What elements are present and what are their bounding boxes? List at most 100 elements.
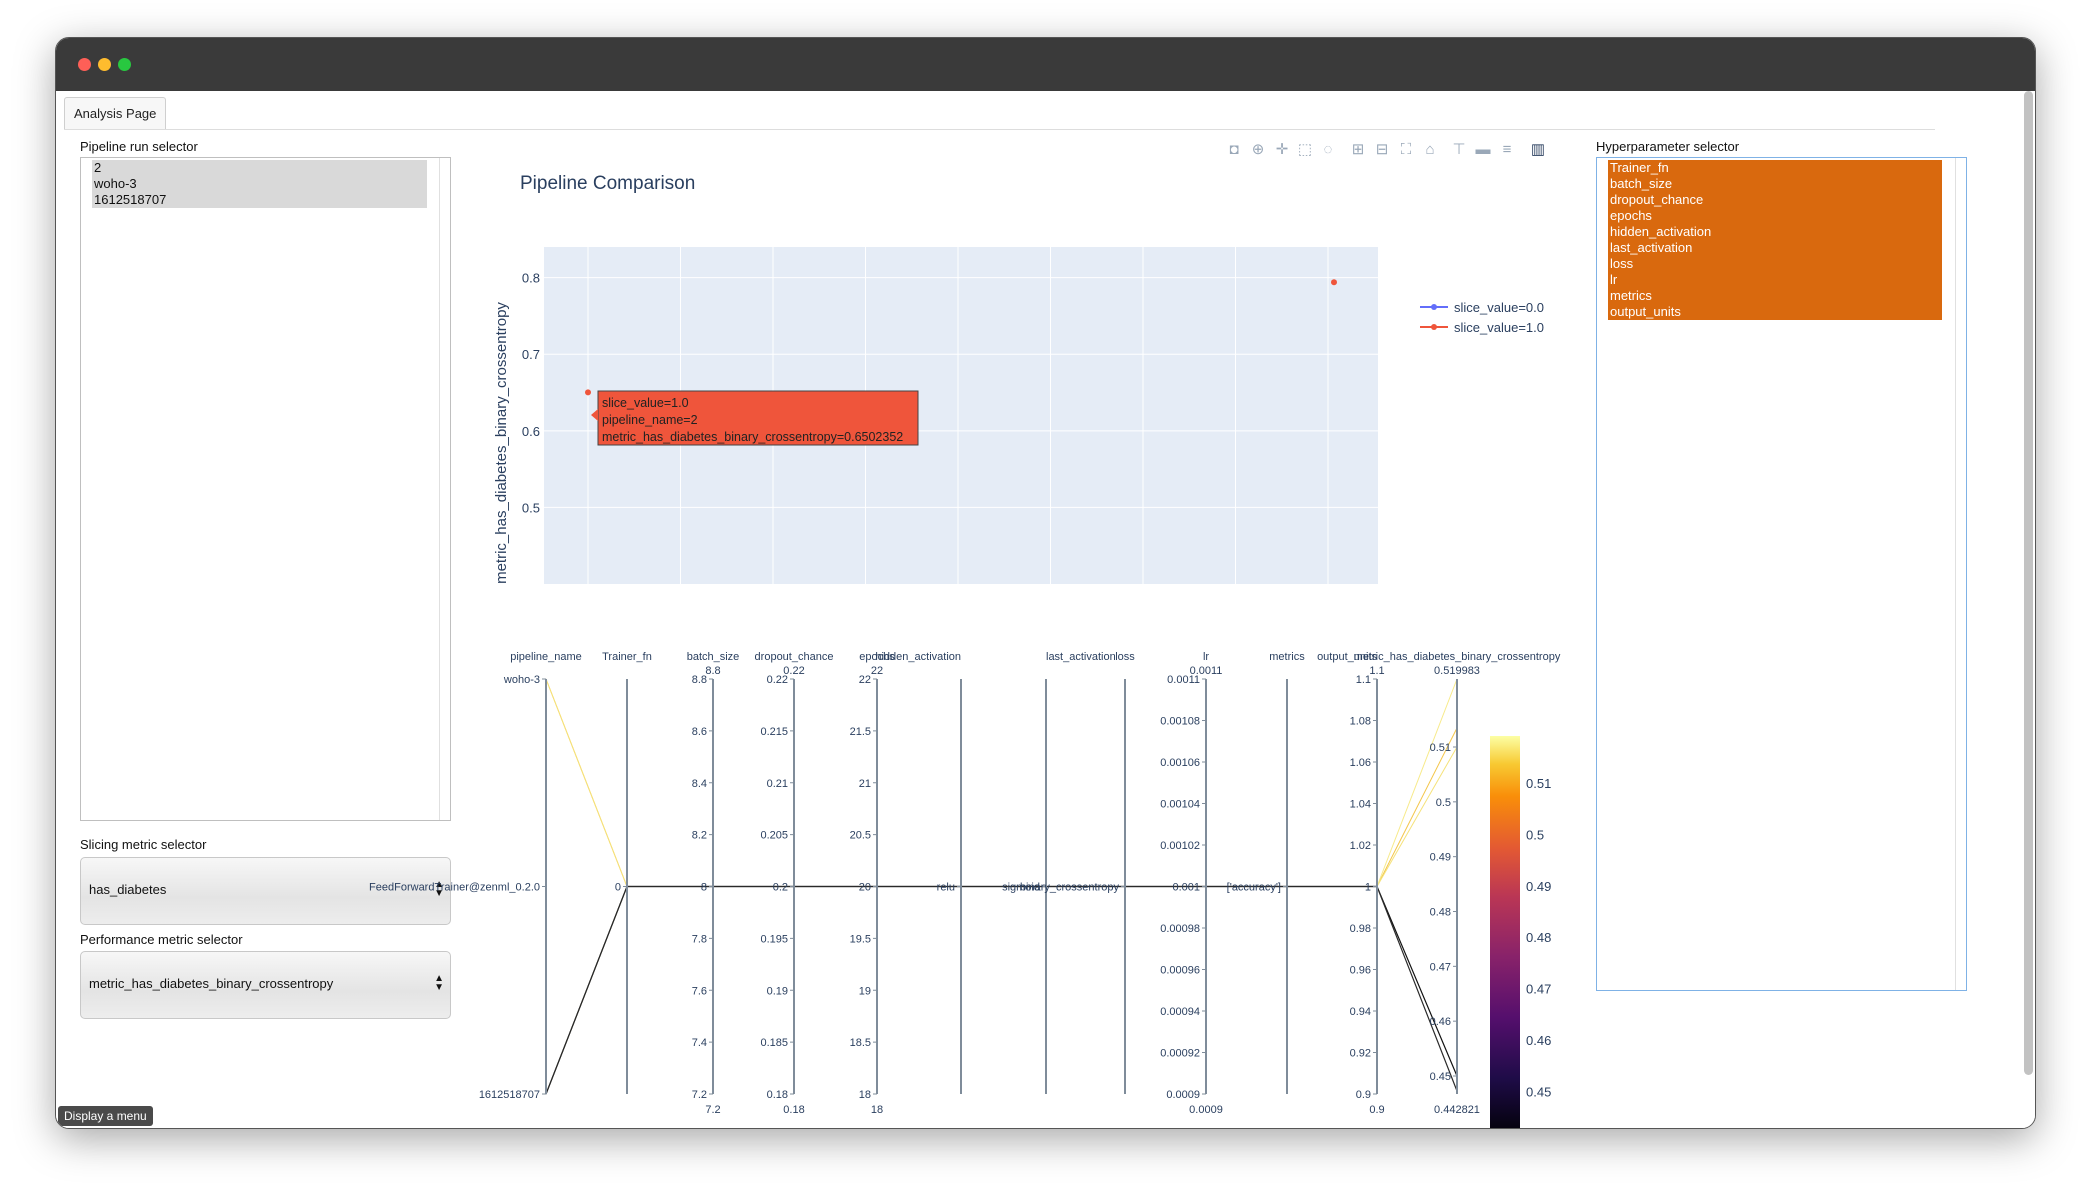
hyper-option[interactable]: epochs	[1610, 208, 1652, 223]
axis-tick-label: 0.48	[1430, 907, 1451, 919]
zoom-window-icon[interactable]	[118, 58, 131, 71]
scatter-points[interactable]	[585, 279, 1337, 396]
axis-tick-label: 19	[859, 985, 871, 997]
hyper-option[interactable]: loss	[1610, 256, 1634, 271]
dimension-title[interactable]: metrics	[1269, 651, 1305, 663]
hyper-list[interactable]: Trainer_fn batch_size dropout_chance epo…	[1596, 157, 1967, 991]
dimension-title[interactable]: pipeline_name	[510, 651, 582, 663]
axis-tick-label: 0.001	[1172, 882, 1200, 894]
axis-tick-label: 0.0009	[1166, 1089, 1200, 1101]
hover-compare-icon[interactable]: ≡	[1503, 141, 1512, 158]
colorbar	[1490, 736, 1520, 1128]
dimension-title[interactable]: batch_size	[687, 651, 740, 663]
axis-tick-label: 7.8	[692, 933, 707, 945]
axis-tick-label: 20.5	[850, 830, 871, 842]
axis-tick-label: 0.21	[767, 778, 788, 790]
hyper-option[interactable]: hidden_activation	[1610, 224, 1712, 239]
spike-lines-icon[interactable]: ⊤	[1452, 141, 1465, 158]
hyper-option[interactable]: output_units	[1610, 304, 1681, 319]
dimension-title[interactable]: hidden_activation	[875, 651, 961, 663]
box-select-icon[interactable]: ⬚	[1298, 141, 1312, 158]
colorbar-tick-label: 0.46	[1526, 1033, 1551, 1048]
axis-tick-label: 0.205	[760, 830, 788, 842]
performance-value: metric_has_diabetes_binary_crossentropy	[89, 976, 334, 991]
chart-title: Pipeline Comparison	[520, 173, 695, 194]
run-option[interactable]: woho-3	[94, 176, 137, 191]
y-tick-label: 0.7	[522, 347, 540, 362]
hyper-option[interactable]: last_activation	[1610, 240, 1693, 255]
axis-tick-label: 8.6	[692, 726, 707, 738]
scatter-point[interactable]	[585, 389, 591, 396]
axis-tick-label: 0	[615, 882, 621, 894]
hover-closest-icon[interactable]: ▬	[1476, 141, 1491, 158]
axis-tick-label: 1.08	[1350, 716, 1371, 728]
zoom-in-icon[interactable]: ⊞	[1352, 141, 1365, 158]
list-scroll-track[interactable]	[1955, 158, 1966, 990]
axis-tick-label: 0.18	[767, 1089, 788, 1101]
run-option[interactable]: 2	[94, 160, 102, 175]
page-scrollbar[interactable]	[2024, 91, 2033, 1075]
dimension-title[interactable]: dropout_chance	[755, 651, 834, 663]
display-menu-tip[interactable]: Display a menu	[58, 1106, 153, 1126]
axis-tick-label: 8.4	[692, 778, 707, 790]
axis-tick-label: 0.98	[1350, 923, 1371, 935]
parallel-coordinates-plot[interactable]: pipeline_name woho-3 FeedForwardTrainer@ze…	[369, 651, 1561, 1116]
hyper-option[interactable]: metrics	[1610, 288, 1652, 303]
reset-axes-icon[interactable]: ⌂	[1425, 141, 1434, 158]
minimize-window-icon[interactable]	[98, 58, 111, 71]
slicing-label: Slicing metric selector	[80, 837, 207, 852]
axis-tick-label: 0.00096	[1160, 965, 1200, 977]
dimension-title[interactable]: Trainer_fn	[602, 651, 652, 663]
dimension-title[interactable]: last_activation	[1046, 651, 1116, 663]
scatter-point[interactable]	[1331, 279, 1337, 286]
dimension-title[interactable]: output_units	[1317, 651, 1377, 663]
close-window-icon[interactable]	[78, 58, 91, 71]
axis-tick-label: 0.45	[1430, 1071, 1451, 1083]
axis-min-label: 18	[871, 1104, 883, 1116]
tooltip-line: metric_has_diabetes_binary_crossentropy=…	[602, 430, 903, 444]
page-content: Analysis Page Pipeline run selector 2 wo…	[56, 91, 2035, 1128]
axis-tick-label: 0.92	[1350, 1048, 1371, 1060]
dimension-title[interactable]: epochs	[859, 651, 895, 663]
axis-tick-label: 0.00108	[1160, 716, 1200, 728]
pan-icon[interactable]: ✛	[1276, 141, 1289, 158]
run-selector-list[interactable]: 2 woho-3 1612518707	[80, 157, 451, 821]
dimension-title[interactable]: lr	[1203, 651, 1209, 663]
dimension-title[interactable]: loss	[1115, 651, 1135, 663]
axis-tick-label: 22	[859, 674, 871, 686]
hyper-option[interactable]: lr	[1610, 272, 1618, 287]
performance-select[interactable]: metric_has_diabetes_binary_crossentropy …	[80, 951, 451, 1019]
lasso-icon[interactable]: ◌	[1324, 141, 1333, 158]
axis-tick-label: 18.5	[850, 1037, 871, 1049]
chart-legend[interactable]: slice_value=0.0 slice_value=1.0	[1420, 300, 1544, 335]
autoscale-icon[interactable]: ⛶	[1401, 141, 1412, 158]
list-scroll-track[interactable]	[439, 158, 450, 820]
tooltip-line: pipeline_name=2	[602, 413, 698, 427]
axis-min-label: 7.2	[705, 1104, 720, 1116]
parcoords-line	[545, 885, 1458, 1095]
slicing-select[interactable]: has_diabetes ▲ ▼	[80, 857, 451, 925]
axis-tick-label: 0.00102	[1160, 840, 1200, 852]
axis-tick-label: 0.19	[767, 985, 788, 997]
zoom-icon[interactable]: ⊕	[1252, 141, 1265, 158]
dimension-title[interactable]: metric_has_diabetes_binary_crossentropy	[1354, 651, 1561, 663]
title-bar	[56, 38, 2035, 91]
axis-tick-label: 0.00094	[1160, 1006, 1200, 1018]
axis-tick-label: 7.4	[692, 1037, 707, 1049]
hyper-option[interactable]: batch_size	[1610, 176, 1673, 191]
tab-analysis-page[interactable]: Analysis Page	[64, 97, 167, 130]
y-tick-label: 0.5	[522, 500, 540, 515]
axis-tick-label: 8.8	[692, 674, 707, 686]
plotly-logo-icon[interactable]: ▥	[1531, 141, 1545, 158]
hyper-option[interactable]: Trainer_fn	[1610, 160, 1669, 175]
tab-divider	[64, 129, 1935, 130]
zoom-out-icon[interactable]: ⊟	[1376, 141, 1389, 158]
axis-tick-label: binary_crossentropy	[1020, 882, 1120, 894]
run-option[interactable]: 1612518707	[94, 192, 167, 207]
legend-item-label[interactable]: slice_value=0.0	[1454, 300, 1544, 315]
legend-item-label[interactable]: slice_value=1.0	[1454, 320, 1544, 335]
hyper-option[interactable]: dropout_chance	[1610, 192, 1704, 207]
axis-tick-label: 8	[701, 882, 707, 894]
camera-icon[interactable]: ◘	[1229, 141, 1238, 158]
axis-tick-label: 21	[859, 778, 871, 790]
